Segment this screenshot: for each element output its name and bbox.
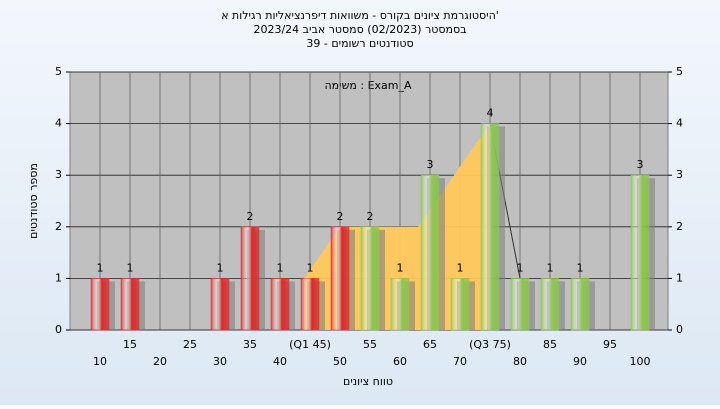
y-tick-label: 0 — [55, 323, 62, 336]
bar — [210, 278, 230, 331]
x-tick-label: 100 — [630, 355, 651, 368]
x-tick-label: 90 — [573, 355, 587, 368]
value-label: 3 — [427, 158, 434, 171]
title-line: סטודנטים רשומים - 39 — [306, 37, 413, 50]
bar — [540, 278, 560, 331]
value-label: 1 — [127, 261, 134, 274]
value-label: 1 — [307, 261, 314, 274]
x-tick-label: 85 — [543, 338, 557, 351]
y-tick-label: 4 — [55, 117, 62, 130]
value-label: 1 — [577, 261, 584, 274]
value-label: 1 — [397, 261, 404, 274]
value-label: 2 — [337, 210, 344, 223]
bar — [390, 278, 410, 331]
x-tick-label: (Q3 75) — [469, 338, 511, 351]
y2-tick-label: 1 — [676, 271, 683, 284]
value-label: 1 — [277, 261, 284, 274]
bar — [570, 278, 590, 331]
x-tick-label: 30 — [213, 355, 227, 368]
value-label: 1 — [457, 261, 464, 274]
x-tick-label: 70 — [453, 355, 467, 368]
x-tick-label: 10 — [93, 355, 107, 368]
x-tick-label: 55 — [363, 338, 377, 351]
x-tick-label: 50 — [333, 355, 347, 368]
y2-tick-label: 2 — [676, 220, 683, 233]
annotation: משימה : Exam_A — [324, 79, 412, 92]
bar — [630, 174, 650, 331]
y2-tick-label: 5 — [676, 65, 683, 78]
title-line: בסמסטר (02/2023) סמסטר אביב 2023/24 — [253, 23, 466, 36]
y-tick-label: 2 — [55, 220, 62, 233]
bar — [480, 123, 500, 331]
y-tick-label: 5 — [55, 65, 62, 78]
bar — [240, 226, 260, 331]
title-line: היסטוגרמת ציונים בקורס - משוואות דיפרנצי… — [221, 9, 499, 22]
y2-tick-label: 4 — [676, 117, 683, 130]
y2-tick-label: 0 — [676, 323, 683, 336]
x-tick-label: 95 — [603, 338, 617, 351]
x-tick-label: 20 — [153, 355, 167, 368]
value-label: 1 — [97, 261, 104, 274]
x-tick-label: 15 — [123, 338, 137, 351]
y-tick-label: 3 — [55, 168, 62, 181]
bar — [360, 226, 380, 331]
x-axis-label: טווח ציונים — [343, 375, 393, 388]
y2-tick-label: 3 — [676, 168, 683, 181]
value-label: 1 — [217, 261, 224, 274]
x-tick-label: 65 — [423, 338, 437, 351]
bar — [510, 278, 530, 331]
bar — [450, 278, 470, 331]
bar — [330, 226, 350, 331]
bar — [420, 174, 440, 331]
bar — [120, 278, 140, 331]
value-label: 3 — [637, 158, 644, 171]
x-tick-label: (Q1 45) — [289, 338, 331, 351]
y-tick-label: 1 — [55, 271, 62, 284]
value-label: 2 — [367, 210, 374, 223]
x-tick-label: 80 — [513, 355, 527, 368]
value-label: 1 — [517, 261, 524, 274]
bar — [300, 278, 320, 331]
value-label: 4 — [487, 107, 494, 120]
value-label: 1 — [547, 261, 554, 274]
bar — [270, 278, 290, 331]
bar — [90, 278, 110, 331]
x-tick-label: 40 — [273, 355, 287, 368]
x-tick-label: 35 — [243, 338, 257, 351]
y-axis-label: מספר סטודנטים — [27, 163, 40, 239]
x-tick-label: 60 — [393, 355, 407, 368]
value-label: 2 — [247, 210, 254, 223]
x-tick-label: 25 — [183, 338, 197, 351]
